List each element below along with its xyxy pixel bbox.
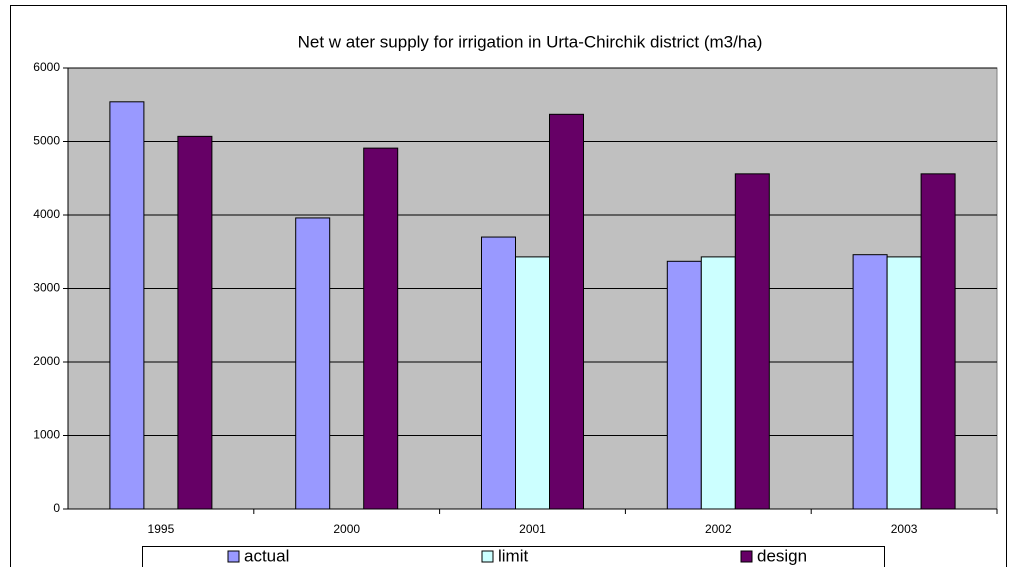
bar: [295, 217, 331, 510]
y-tick-label: 1000: [33, 428, 60, 442]
bar: [700, 256, 736, 510]
y-tick-label: 6000: [33, 60, 60, 74]
legend-swatch: [740, 550, 753, 563]
bar: [852, 254, 888, 510]
y-tick-label: 0: [53, 501, 60, 515]
bar: [886, 256, 922, 510]
y-tick-label: 3000: [33, 281, 60, 295]
bar: [734, 173, 770, 510]
x-tick-label: 2002: [705, 522, 732, 536]
legend-label: limit: [498, 546, 528, 565]
bar: [920, 173, 956, 510]
x-tick-label: 2003: [891, 522, 918, 536]
bar: [481, 236, 516, 510]
bar: [549, 113, 584, 510]
y-tick-label: 2000: [33, 354, 60, 368]
legend-label: design: [757, 546, 807, 565]
legend-swatch: [481, 550, 494, 563]
y-tick-label: 4000: [33, 207, 60, 221]
bar: [666, 260, 702, 510]
legend-box: [142, 546, 885, 567]
bar: [363, 147, 399, 510]
chart-title: Net w ater supply for irrigation in Urta…: [298, 32, 763, 51]
x-tick-label: 1995: [148, 522, 175, 536]
legend-swatch: [227, 550, 240, 563]
legend-label: actual: [244, 546, 289, 565]
bar: [177, 135, 213, 510]
bar: [109, 101, 145, 510]
x-tick-label: 2001: [519, 522, 546, 536]
bar: [515, 256, 550, 510]
x-tick-label: 2000: [333, 522, 360, 536]
y-tick-label: 5000: [33, 134, 60, 148]
